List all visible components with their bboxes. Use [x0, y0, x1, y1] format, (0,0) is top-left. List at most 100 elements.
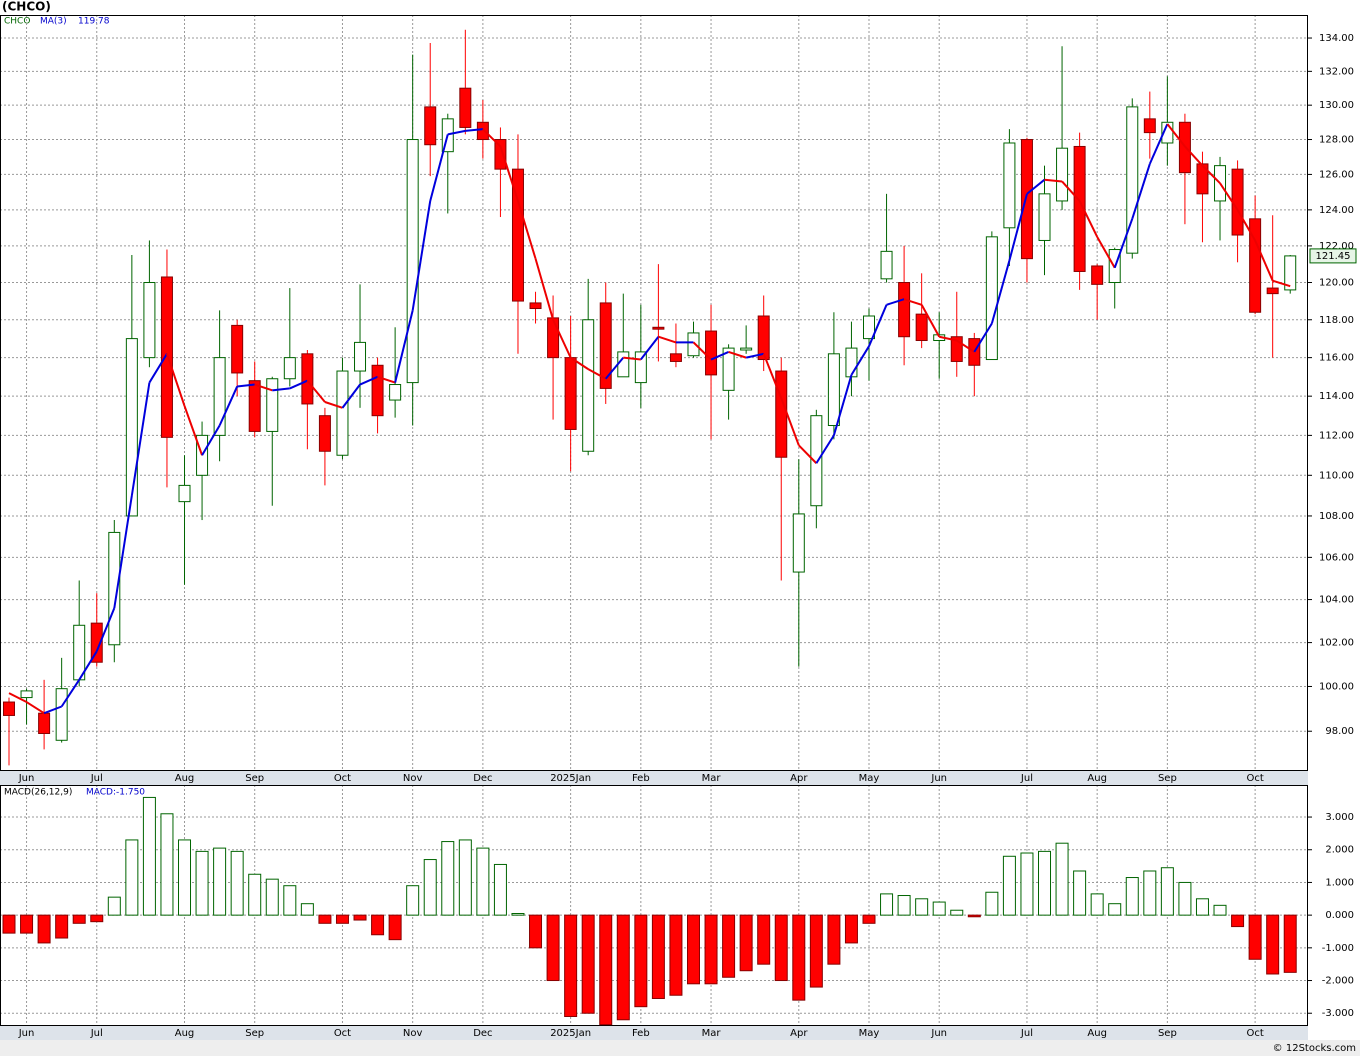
last-price-box	[1309, 248, 1357, 264]
candle-body	[371, 364, 384, 417]
ma-line	[8, 692, 28, 703]
candle-body	[389, 384, 402, 401]
ma-line	[623, 356, 641, 361]
legend-symbol: CHCO	[4, 17, 30, 27]
ma-line	[1008, 193, 1028, 261]
candle-body	[634, 351, 647, 384]
candle-body	[950, 336, 963, 362]
macd-bar	[1231, 914, 1245, 928]
candle-body	[354, 341, 367, 372]
candle-body	[406, 139, 419, 384]
macd-bar	[125, 839, 139, 916]
macd-bar	[844, 914, 858, 944]
legend-ma: MA(3)	[40, 17, 67, 27]
y-tick-label: 98.00	[1325, 726, 1354, 737]
y-tick-label: 106.00	[1319, 552, 1354, 563]
macd-bar	[195, 850, 209, 916]
candle-body	[705, 330, 718, 376]
macd-bar	[792, 914, 806, 1001]
x-tick-label: Apr	[790, 773, 808, 784]
ma-line	[815, 434, 835, 464]
macd-bar	[581, 914, 595, 1014]
y-tick-label: 114.00	[1319, 391, 1354, 402]
y-tick-label: 122.00	[1319, 241, 1354, 252]
x-tick-label: Oct	[334, 1028, 351, 1039]
x-tick-label: Jun	[18, 773, 35, 784]
macd-bar	[757, 914, 771, 965]
ma-line	[218, 386, 239, 426]
macd-bar	[529, 914, 543, 949]
candle-body	[143, 282, 156, 359]
y-tick-label: 130.00	[1319, 100, 1354, 111]
ma-line	[465, 128, 483, 132]
candle-body	[1249, 218, 1262, 313]
candle-body	[125, 338, 138, 517]
macd-bar	[248, 873, 262, 916]
macd-bar	[230, 850, 244, 916]
y-tick-label: 102.00	[1319, 638, 1354, 649]
candle-body	[722, 347, 735, 391]
macd-bar	[1248, 914, 1262, 960]
macd-bar	[441, 841, 455, 916]
y-tick-label: 128.00	[1319, 135, 1354, 146]
ma-line	[710, 350, 729, 361]
ma-line	[990, 260, 1011, 324]
x-tick-label: Jul	[90, 773, 103, 784]
macd-bar	[318, 914, 332, 924]
ma-line	[1272, 279, 1291, 288]
last-price: 121.45	[1316, 251, 1351, 262]
ma-line	[1026, 178, 1046, 195]
y-tick-label: 104.00	[1319, 595, 1354, 606]
macd-bar	[564, 914, 578, 1017]
x-tick-label: Nov	[403, 773, 423, 784]
x-tick-label: Dec	[473, 773, 492, 784]
macd-bar	[1143, 870, 1157, 916]
ma-line	[868, 304, 888, 347]
ma-line	[1044, 178, 1063, 183]
candle-body	[757, 315, 770, 361]
ma-line	[552, 319, 572, 359]
macd-bar	[265, 878, 279, 916]
macd-value: MACD:-1.750	[86, 788, 145, 798]
macd-bar	[300, 903, 314, 916]
x-tick-label: Oct	[1246, 773, 1263, 784]
ma-line	[728, 350, 747, 359]
macd-bar	[1038, 850, 1052, 916]
y-tick-label: 116.00	[1319, 353, 1354, 364]
candle-body	[599, 302, 612, 389]
candle-body	[547, 317, 560, 359]
candle-body	[336, 370, 349, 456]
ma-line	[832, 374, 853, 436]
candle-body	[266, 378, 279, 432]
macd-bar	[90, 914, 104, 923]
candle-body	[880, 250, 893, 280]
ma-line	[640, 336, 660, 361]
ma-line	[1096, 236, 1116, 269]
candle-body	[1126, 106, 1139, 254]
y-tick-label: 132.00	[1319, 66, 1354, 77]
candle-body	[985, 236, 998, 361]
ma-line	[148, 353, 168, 384]
candle-body	[196, 434, 209, 476]
candle-body	[898, 282, 911, 338]
ma-line	[587, 368, 607, 380]
macd-bar	[1266, 914, 1280, 975]
macd-bar	[353, 914, 367, 921]
ma-line	[130, 382, 151, 496]
candle-body	[178, 484, 191, 503]
macd-bar	[774, 914, 788, 982]
candle-body	[55, 688, 68, 741]
macd-name: MACD(26,12,9)	[4, 788, 72, 798]
macd-bar	[880, 893, 894, 916]
macd-bar	[809, 914, 823, 988]
ma-line	[359, 375, 378, 386]
macd-bar	[722, 914, 736, 978]
ma-line	[289, 379, 308, 390]
x-tick-label: Jun	[930, 773, 947, 784]
candle-body	[1056, 147, 1069, 202]
candle-body	[476, 121, 489, 141]
macd-bar	[1213, 904, 1227, 916]
x-tick-label: Mar	[702, 1028, 722, 1039]
macd-bar	[476, 847, 490, 916]
ma-line	[113, 495, 133, 609]
